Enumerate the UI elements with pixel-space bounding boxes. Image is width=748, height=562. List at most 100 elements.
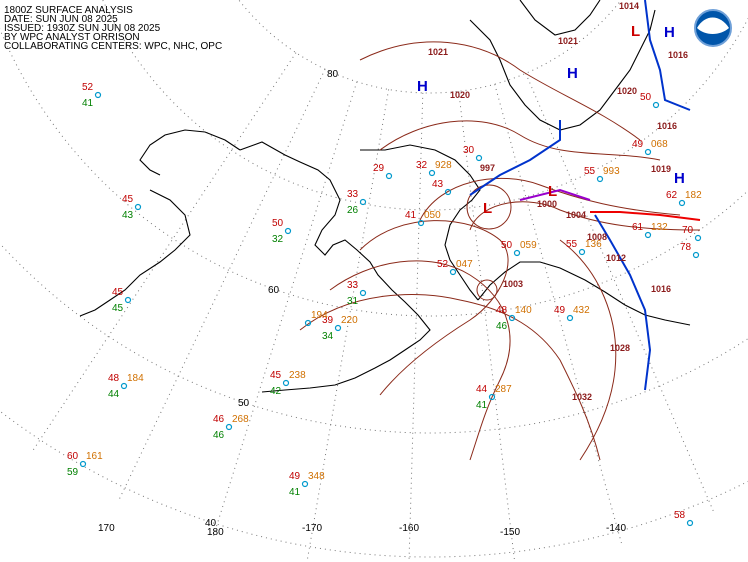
- pressure: 287: [495, 384, 512, 395]
- station-circle: [678, 199, 686, 207]
- temperature: 30: [463, 145, 475, 156]
- isobar: [329, 260, 511, 461]
- temperature: 46: [213, 414, 225, 425]
- dewpoint: 42: [270, 386, 282, 397]
- station-circle: [225, 423, 233, 431]
- station: 70: [682, 225, 702, 242]
- temperature: 44: [476, 384, 488, 395]
- station-circle: [578, 248, 586, 256]
- temperature: 50: [501, 240, 513, 251]
- station: 55 136: [566, 239, 602, 256]
- isobar: [476, 279, 498, 301]
- latitude-label: 80: [327, 69, 339, 80]
- isobar-labels: 1021 1020 1014 1016 1016 1019 1020 1016 1028 1032…: [428, 1, 688, 402]
- station: 49 432: [554, 305, 590, 322]
- temperature: 45: [122, 194, 134, 205]
- station: 29: [373, 163, 393, 180]
- isobar-label: 1028: [610, 343, 630, 353]
- coastlines: [79, 0, 691, 393]
- station-circle: [644, 231, 652, 239]
- isobar-label: 1021: [428, 47, 448, 57]
- station-circle: [644, 148, 652, 156]
- station: 78: [680, 242, 700, 259]
- station: 55 993: [584, 166, 620, 183]
- temperature: 33: [347, 189, 359, 200]
- dewpoint: 46: [496, 321, 508, 332]
- isobar-label: 1020: [617, 86, 637, 96]
- station: 48 140 46: [496, 305, 532, 332]
- graticule-labels: 80 60 50 40 170 180 -170 -160 -150 -140: [98, 69, 626, 538]
- low-center: L: [548, 183, 557, 200]
- pressure: 140: [515, 305, 532, 316]
- temperature: 55: [584, 166, 596, 177]
- occluded-front: [519, 188, 591, 201]
- pressure: 238: [289, 370, 306, 381]
- station-circle: [444, 188, 452, 196]
- station-circle: [94, 91, 102, 99]
- isobar: [559, 239, 617, 461]
- low-center: L: [483, 200, 492, 217]
- pressure: 068: [651, 139, 668, 150]
- longitude-label: -150: [500, 527, 520, 538]
- longitude-label: 170: [98, 523, 115, 534]
- temperature: 48: [496, 305, 508, 316]
- station-circle: [513, 249, 521, 257]
- isobar-label: 1020: [450, 90, 470, 100]
- pressure-centers: H H H H L L L: [417, 23, 685, 217]
- latitude-circle: [0, 242, 748, 434]
- temperature: 60: [67, 451, 79, 462]
- temperature: 41: [405, 210, 417, 221]
- temperature: 78: [680, 242, 692, 253]
- pressure: 050: [424, 210, 441, 221]
- station: 46 268 46: [213, 414, 249, 441]
- station-circle: [566, 314, 574, 322]
- header-line: ISSUED: 1930Z SUN JUN 08 2025: [4, 23, 161, 34]
- temperature: 50: [272, 218, 284, 229]
- isobar-label: 1008: [587, 232, 607, 242]
- temperature: 49: [289, 471, 301, 482]
- coastline: [360, 144, 481, 301]
- isobar: [359, 41, 641, 141]
- station-circle: [385, 172, 393, 180]
- isobar: [419, 177, 681, 221]
- station: 49 068: [632, 139, 668, 156]
- pressure: 928: [435, 160, 452, 171]
- pressure: 184: [127, 373, 144, 384]
- low-center: L: [631, 23, 640, 40]
- pressure: 047: [456, 259, 473, 270]
- temperature: 32: [416, 160, 428, 171]
- station: 58: [674, 510, 694, 527]
- dewpoint: 46: [213, 430, 225, 441]
- high-center: H: [674, 170, 685, 187]
- isobar: [379, 120, 661, 161]
- station: 50 059: [501, 240, 537, 257]
- station-circle: [508, 314, 516, 322]
- longitude-label: 180: [207, 527, 224, 538]
- isobar-label: 1021: [558, 36, 578, 46]
- station: 41 050: [405, 210, 441, 227]
- station-circle: [686, 519, 694, 527]
- dewpoint: 41: [476, 400, 488, 411]
- temperature: 50: [640, 92, 652, 103]
- coastline: [79, 189, 191, 317]
- dewpoint: 31: [347, 296, 359, 307]
- longitude-label: -170: [302, 523, 322, 534]
- longitude-label: -140: [606, 523, 626, 534]
- station-circle: [134, 203, 142, 211]
- temperature: 49: [554, 305, 566, 316]
- station: 48 184 44: [108, 373, 144, 400]
- station: 52 047: [437, 259, 473, 276]
- isobars: [299, 41, 701, 461]
- header-line: BY WPC ANALYST ORRISON: [4, 32, 140, 43]
- isobar-label: 997: [480, 163, 495, 173]
- high-center: H: [664, 24, 675, 41]
- pressure: 268: [232, 414, 249, 425]
- station-circle: [692, 251, 700, 259]
- isobar: [299, 293, 601, 461]
